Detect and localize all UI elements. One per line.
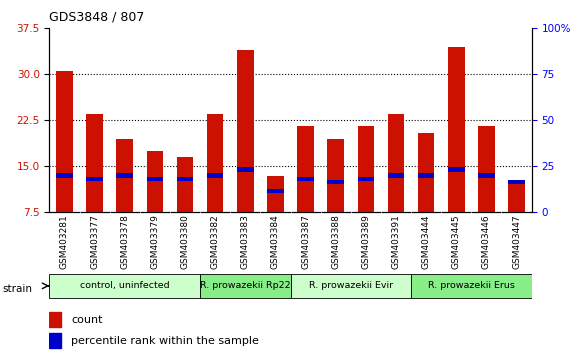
Text: GSM403445: GSM403445 (452, 214, 461, 269)
Bar (478, 126, 494, 212)
Text: R. prowazekii Evir: R. prowazekii Evir (309, 281, 393, 290)
Text: GSM403391: GSM403391 (392, 214, 400, 269)
Bar (116, 139, 133, 212)
Bar (207, 173, 224, 178)
Text: GSM403388: GSM403388 (331, 214, 340, 269)
Bar (177, 177, 193, 181)
Bar (49, 274, 200, 298)
Text: control, uninfected: control, uninfected (80, 281, 170, 290)
Bar (87, 114, 103, 212)
Text: GDS3848 / 807: GDS3848 / 807 (49, 11, 145, 24)
Bar (207, 114, 224, 212)
Text: GSM403389: GSM403389 (361, 214, 370, 269)
Text: GSM403281: GSM403281 (60, 214, 69, 269)
Bar (448, 47, 465, 212)
Bar (388, 114, 404, 212)
Bar (448, 167, 465, 172)
Bar (237, 167, 253, 172)
Bar (357, 126, 374, 212)
Text: GSM403379: GSM403379 (150, 214, 159, 269)
Bar (87, 177, 103, 181)
Bar (267, 189, 284, 193)
Text: GSM403377: GSM403377 (90, 214, 99, 269)
Text: GSM403380: GSM403380 (181, 214, 189, 269)
Text: GSM403383: GSM403383 (241, 214, 250, 269)
Text: percentile rank within the sample: percentile rank within the sample (71, 336, 259, 346)
Bar (478, 173, 494, 178)
Bar (357, 177, 374, 181)
Text: GSM403387: GSM403387 (301, 214, 310, 269)
Text: GSM403446: GSM403446 (482, 214, 491, 269)
Bar (237, 50, 253, 212)
Bar (388, 173, 404, 178)
Bar (49, 333, 62, 348)
Bar (418, 173, 435, 178)
Bar (146, 177, 163, 181)
Text: count: count (71, 315, 103, 325)
Bar (328, 139, 344, 212)
Bar (116, 173, 133, 178)
Bar (297, 126, 314, 212)
Bar (290, 274, 411, 298)
Text: R. prowazekii Rp22: R. prowazekii Rp22 (200, 281, 290, 290)
Bar (267, 176, 284, 212)
Text: strain: strain (3, 284, 33, 293)
Bar (56, 173, 73, 178)
Bar (56, 71, 73, 212)
Bar (49, 312, 62, 327)
Bar (411, 274, 532, 298)
Text: GSM403444: GSM403444 (422, 214, 431, 269)
Bar (146, 151, 163, 212)
Bar (418, 133, 435, 212)
Text: GSM403382: GSM403382 (211, 214, 220, 269)
Text: GSM403378: GSM403378 (120, 214, 129, 269)
Bar (177, 157, 193, 212)
Bar (200, 274, 290, 298)
Bar (297, 177, 314, 181)
Text: GSM403384: GSM403384 (271, 214, 280, 269)
Bar (328, 179, 344, 184)
Bar (508, 182, 525, 212)
Bar (508, 179, 525, 184)
Text: GSM403447: GSM403447 (512, 214, 521, 269)
Text: R. prowazekii Erus: R. prowazekii Erus (428, 281, 515, 290)
